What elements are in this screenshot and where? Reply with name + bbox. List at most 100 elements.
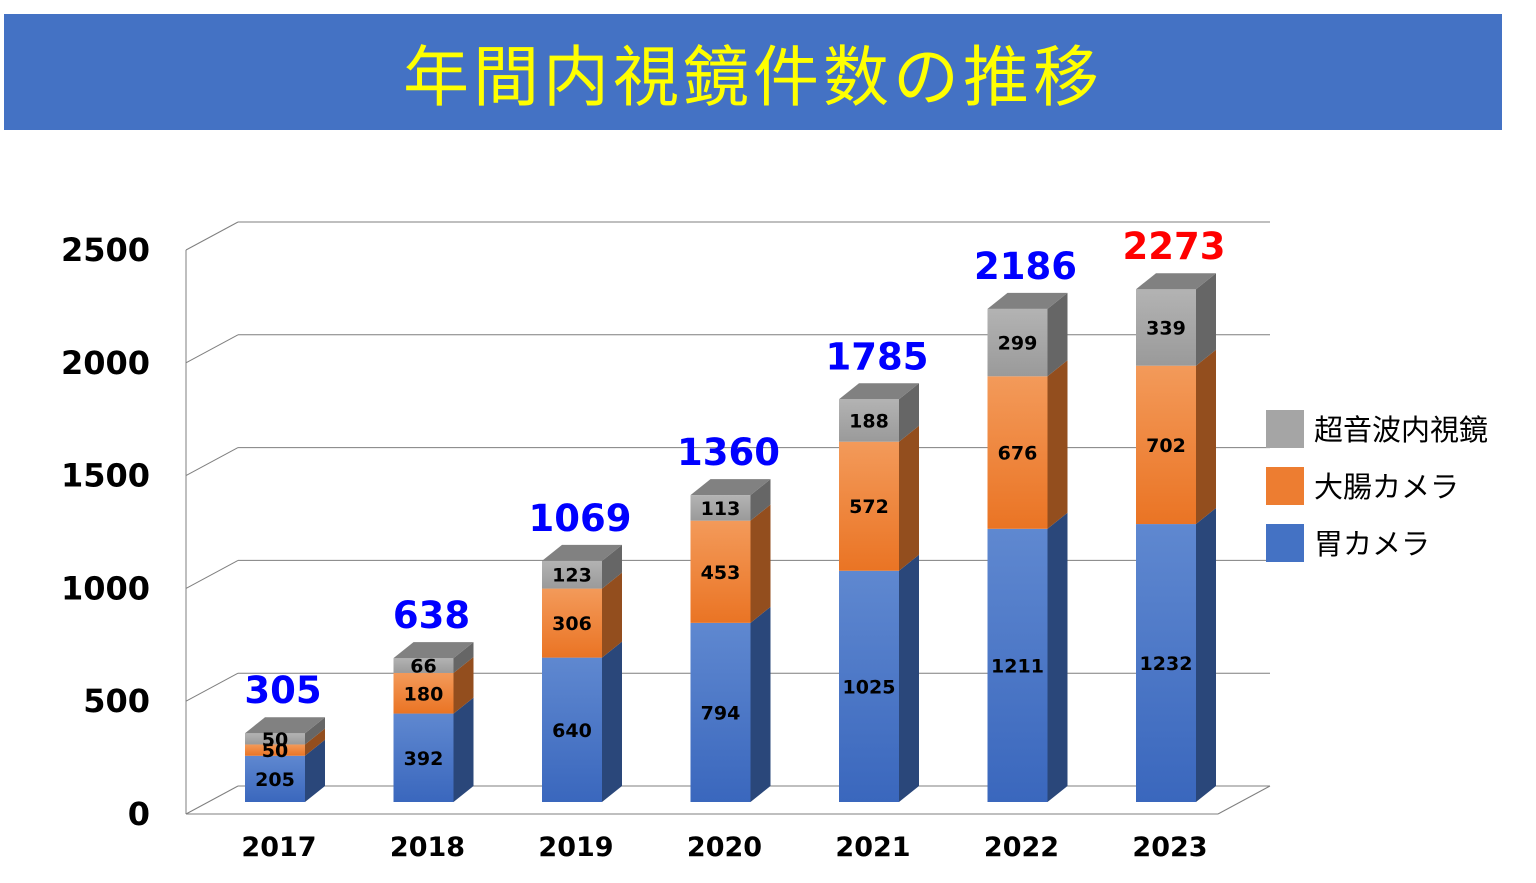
bar-segment-side xyxy=(750,479,771,521)
legend-label: 超音波内視鏡 xyxy=(1314,413,1488,447)
bar-value-label: 66 xyxy=(410,656,436,678)
legend-item: 超音波内視鏡 xyxy=(1266,410,1488,448)
axes-layer: 0 500 1000 1500 2000 2500 2017 2018 2019 2020 2021… xyxy=(61,221,1271,863)
bar-segment xyxy=(839,441,899,571)
bar-value-label: 676 xyxy=(998,443,1038,465)
bar-total-label: 305 xyxy=(244,669,321,712)
x-tick-label: 2019 xyxy=(538,832,613,863)
bar-segment-side xyxy=(750,606,771,802)
bar-total-label: 1069 xyxy=(529,497,632,540)
bar-top-cap xyxy=(690,479,771,496)
bar-stack xyxy=(690,479,771,802)
gridline-side xyxy=(185,672,239,702)
bar-segment-side xyxy=(1196,349,1216,525)
bar-stack xyxy=(987,292,1068,802)
bar-segment xyxy=(393,713,454,802)
bar-value-label: 453 xyxy=(701,562,741,584)
bar-segment-side xyxy=(899,425,919,571)
bar-value-label: 1025 xyxy=(843,676,896,698)
x-tick-label: 2021 xyxy=(835,832,910,863)
bar-total-label: 2273 xyxy=(1123,225,1226,268)
bar-stack xyxy=(839,383,919,802)
bar-total-label: 1785 xyxy=(826,335,929,378)
bar-value-label: 50 xyxy=(262,740,288,762)
y-tick-label: 1500 xyxy=(61,457,150,495)
bar-stack xyxy=(245,717,325,802)
bar-segment xyxy=(690,495,751,521)
bar-total-label: 2186 xyxy=(974,245,1077,288)
bar-segment xyxy=(690,520,751,623)
title-banner: 年間内視鏡件数の推移 xyxy=(4,14,1502,130)
legend-item: 胃カメラ xyxy=(1266,524,1430,562)
bar-value-label: 205 xyxy=(255,769,295,791)
gridline-side xyxy=(185,447,239,477)
bar-segment xyxy=(245,744,305,756)
bar-segment xyxy=(1136,289,1196,366)
bar-segment-side xyxy=(1196,508,1216,802)
bar-value-label: 702 xyxy=(1146,435,1186,457)
bar-value-label: 50 xyxy=(262,729,288,751)
x-tick-label: 2018 xyxy=(390,832,465,863)
bar-segment-side xyxy=(305,739,325,802)
bar-segment-side xyxy=(1047,360,1068,529)
bar-value-label: 188 xyxy=(849,411,889,433)
bar-segment xyxy=(542,657,602,802)
x-tick-label: 2017 xyxy=(241,832,316,863)
legend-label: 大腸カメラ xyxy=(1314,470,1459,504)
bar-segment xyxy=(987,308,1048,377)
y-tick-label: 500 xyxy=(83,682,150,720)
bar-value-label: 1211 xyxy=(991,655,1044,677)
bar-value-label: 1232 xyxy=(1140,653,1193,675)
bar-segment xyxy=(690,622,751,802)
bar-top-cap xyxy=(1136,273,1216,290)
bar-value-label: 392 xyxy=(404,748,444,770)
bar-segment xyxy=(987,376,1048,529)
bar-segment xyxy=(1136,524,1196,802)
bar-segment-side xyxy=(305,717,325,745)
bar-segment xyxy=(393,658,454,673)
bar-segment xyxy=(245,733,305,745)
bar-segment xyxy=(542,588,602,658)
bar-top-cap xyxy=(987,292,1068,309)
bar-top-cap xyxy=(245,717,325,734)
bar-segment-side xyxy=(1047,512,1068,802)
bar-segment xyxy=(839,570,899,802)
bar-segment-side xyxy=(602,641,622,802)
bar-segment xyxy=(542,560,602,589)
bar-top-cap xyxy=(542,544,622,561)
y-tick-label: 1000 xyxy=(61,569,150,607)
bar-segment-side xyxy=(453,642,474,673)
y-tick-label: 2000 xyxy=(61,344,150,382)
bar-segment-side xyxy=(899,383,919,442)
bar-value-label: 640 xyxy=(552,720,592,742)
gridline-side xyxy=(185,334,239,364)
bar-value-label: 113 xyxy=(701,498,741,520)
bar-value-label: 123 xyxy=(552,565,592,587)
bar-segment-side xyxy=(602,572,622,658)
legend-swatch xyxy=(1266,467,1304,505)
x-tick-label: 2022 xyxy=(984,832,1059,863)
legend-swatch xyxy=(1266,410,1304,448)
gridline-side xyxy=(185,221,239,251)
y-tick-label: 2500 xyxy=(61,231,150,269)
bar-segment xyxy=(393,672,454,714)
bar-value-label: 306 xyxy=(552,613,592,635)
bar-top-cap xyxy=(839,383,919,400)
bar-segment-side xyxy=(1196,273,1216,366)
legend-item: 大腸カメラ xyxy=(1266,467,1459,505)
bar-total-label: 1360 xyxy=(677,431,780,474)
bar-stack xyxy=(542,544,622,802)
x-tick-label: 2023 xyxy=(1132,832,1207,863)
bar-segment-side xyxy=(1047,292,1068,377)
bar-segment-side xyxy=(305,728,325,756)
bar-segment-side xyxy=(453,697,474,802)
bar-segment-side xyxy=(750,504,771,623)
gridline-side xyxy=(185,559,239,589)
y-tick-label: 0 xyxy=(128,795,150,833)
bar-stack xyxy=(1136,273,1216,802)
bar-segment xyxy=(839,399,899,442)
bar-total-label: 638 xyxy=(393,594,470,637)
